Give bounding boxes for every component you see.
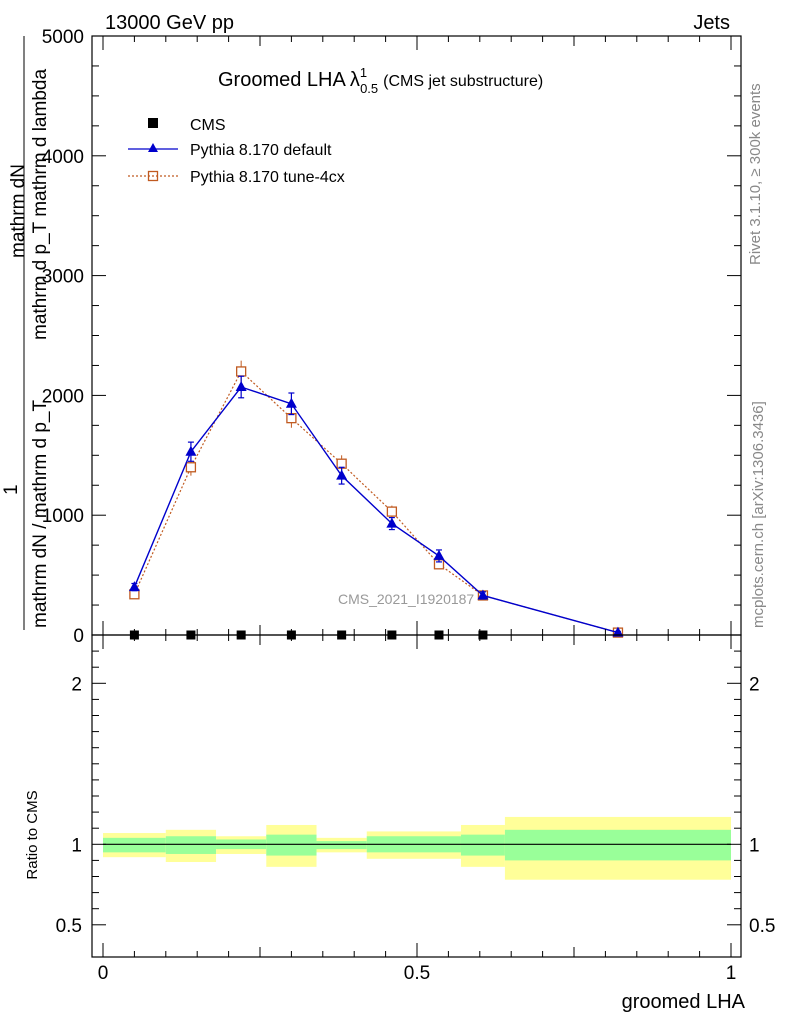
legend-cms-marker — [148, 118, 158, 128]
legend-tune-marker — [147, 170, 159, 182]
title-main: Groomed LHA — [218, 69, 346, 91]
main-ytick-label-4: 4000 — [42, 147, 84, 168]
ratio-band-inner-4 — [316, 841, 367, 850]
ratio-band-inner-3 — [266, 834, 317, 856]
ratio-xtick-label-2: 1 — [726, 963, 737, 984]
ratio-ytick-label-right-2: 2 — [749, 674, 760, 695]
energy-label: 13000 GeV pp — [105, 12, 234, 34]
ratio-ytick-label-right-0: 0.5 — [749, 916, 775, 937]
main-ytick-label-2: 2000 — [42, 386, 84, 407]
main-ytick-label-3: 3000 — [42, 267, 84, 288]
tune4cx-point-1 — [185, 462, 197, 473]
rivet-label: Rivet 3.1.10, ≥ 300k events — [747, 83, 764, 265]
default-point-7 — [477, 589, 489, 600]
watermark: CMS_2021_I1920187 — [338, 591, 474, 607]
title-sup: 1 — [360, 65, 367, 80]
legend: CMS Pythia 8.170 default Pythia 8.170 tu… — [128, 117, 345, 186]
main-axes: 0 1000 2000 3000 4000 5000 — [42, 27, 742, 647]
ylabel-numerator: mathrm dN — [8, 164, 29, 258]
title-lambda: λ — [350, 69, 360, 91]
legend-cms-label: CMS — [190, 117, 226, 134]
ratio-ytick-label-left-0: 0.5 — [56, 916, 82, 937]
default-point-4 — [336, 469, 348, 480]
ratio-band-inner-0 — [103, 837, 166, 853]
title-suffix: (CMS jet substructure) — [383, 73, 543, 90]
ratio-xtick-label-1: 0.5 — [404, 963, 430, 984]
ratio-ylabel: Ratio to CMS — [24, 790, 41, 879]
tune4cx-point-5 — [386, 506, 398, 517]
legend-default-label: Pythia 8.170 default — [190, 142, 332, 159]
ratio-band-inner-7 — [504, 829, 731, 861]
ratio-xtick-label-0: 0 — [98, 963, 109, 984]
default-point-5 — [386, 517, 398, 528]
default-point-8 — [612, 626, 624, 637]
ratio-axes: 0 0.5 1 0.5 0.5 1 1 2 2 — [56, 634, 775, 984]
ratio-band-inner-1 — [165, 836, 217, 854]
ylabel-one: 1 — [1, 484, 22, 495]
main-ytick-label-5: 5000 — [42, 27, 84, 48]
title-sub: 0.5 — [360, 81, 378, 96]
main-ytick-label-0: 0 — [73, 626, 84, 647]
default-point-0 — [128, 581, 140, 592]
ratio-bands — [103, 816, 731, 880]
mcplots-label: mcplots.cern.ch [arXiv:1306.3436] — [750, 401, 767, 628]
default-point-6 — [433, 549, 445, 560]
ratio-ytick-label-right-1: 1 — [749, 835, 760, 856]
ylabel-numerator-cont: mathrm d p_T mathrm d lambda — [30, 69, 51, 340]
tune4cx-point-2 — [236, 366, 247, 377]
ratio-ytick-label-left-2: 2 — [71, 674, 82, 695]
process-label: Jets — [693, 12, 730, 34]
main-ylabel: mathrm dN mathrm d p_T mathrm d lambda 1… — [1, 36, 51, 630]
ratio-band-inner-6 — [460, 834, 505, 856]
ylabel-denominator: mathrm dN / mathrm d p_T — [30, 400, 51, 628]
ratio-ytick-label-left-1: 1 — [71, 835, 82, 856]
xlabel: groomed LHA — [622, 991, 746, 1013]
chart-title: Groomed LHA λ1 0.5 (CMS jet substructure) — [218, 65, 543, 96]
default-point-2 — [235, 381, 247, 392]
main-ytick-label-1: 1000 — [42, 506, 84, 527]
legend-tune-label: Pythia 8.170 tune-4cx — [190, 169, 345, 186]
default-point-1 — [185, 445, 197, 456]
legend-default-marker — [148, 143, 158, 152]
default-point-3 — [285, 397, 297, 408]
ratio-frame — [91, 634, 742, 958]
